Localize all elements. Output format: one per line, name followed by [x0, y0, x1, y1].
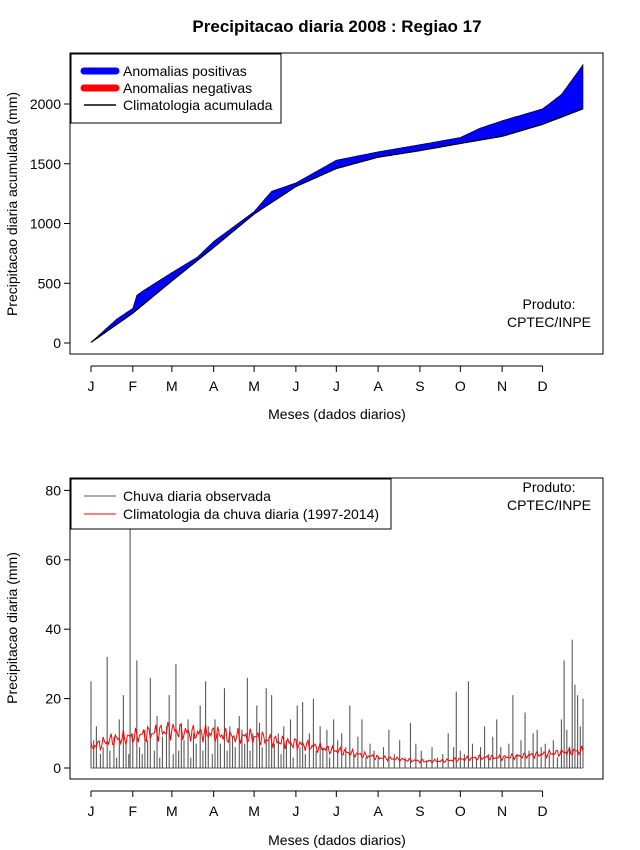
x-tick-label: J: [333, 378, 340, 394]
daily-y-axis: 0 20 40 60 80: [45, 482, 71, 776]
y-tick-label: 2000: [30, 96, 61, 112]
y-tick-label: 1500: [30, 156, 61, 172]
x-tick-label: N: [497, 378, 507, 394]
daily-panel: 0 20 40 60 80 J F M A M J J A S O N D Meses (dados diar…: [4, 477, 604, 848]
y-tick-label: 500: [38, 275, 62, 291]
x-tick-label: F: [129, 803, 138, 819]
x-tick-label: S: [415, 803, 424, 819]
y-tick-label: 0: [53, 760, 61, 776]
x-tick-label: M: [248, 803, 260, 819]
y-tick-label: 40: [45, 621, 61, 637]
y-tick-label: 20: [45, 691, 61, 707]
x-tick-label: S: [415, 378, 424, 394]
accumulated-legend: Anomalias positivas Anomalias negativas …: [70, 53, 282, 124]
y-tick-label: 0: [53, 335, 61, 351]
x-tick-label: M: [248, 378, 260, 394]
x-tick-label: O: [455, 803, 466, 819]
y-tick-label: 1000: [30, 216, 61, 232]
legend-label-positive: Anomalias positivas: [123, 63, 247, 79]
legend-box: [70, 478, 392, 530]
cumulative-climatology-line: [90, 108, 584, 343]
chart-title: Precipitacao diaria 2008 : Regiao 17: [192, 17, 481, 36]
daily-x-label: Meses (dados diarios): [268, 832, 406, 848]
credit-line2-top: CPTEC/INPE: [507, 314, 591, 330]
accumulated-y-label: Precipitacao diaria acumulada (mm): [4, 92, 20, 316]
credit-line2-bottom: CPTEC/INPE: [507, 497, 591, 513]
x-tick-label: A: [209, 378, 219, 394]
x-tick-label: A: [373, 803, 383, 819]
legend-label-climatology: Climatologia acumulada: [123, 97, 273, 113]
observed-rain-spikes: [90, 525, 584, 769]
credit-line1-top: Produto:: [523, 296, 576, 312]
x-tick-label: A: [209, 803, 219, 819]
x-tick-label: D: [537, 803, 547, 819]
x-tick-label: D: [537, 378, 547, 394]
x-tick-label: M: [166, 803, 178, 819]
x-tick-label: O: [455, 378, 466, 394]
legend-label-negative: Anomalias negativas: [123, 80, 252, 96]
legend-label-observed: Chuva diaria observada: [123, 488, 271, 504]
daily-y-label: Precipitacao diaria (mm): [4, 552, 20, 704]
legend-label-daily-climatology: Climatologia da chuva diaria (1997-2014): [123, 506, 379, 522]
daily-legend: Chuva diaria observada Climatologia da c…: [70, 478, 392, 530]
y-tick-label: 80: [45, 482, 61, 498]
credit-line1-bottom: Produto:: [523, 479, 576, 495]
accumulated-x-label: Meses (dados diarios): [268, 406, 406, 422]
x-tick-label: J: [292, 378, 299, 394]
x-tick-label: F: [129, 378, 138, 394]
x-tick-label: M: [166, 378, 178, 394]
x-tick-label: N: [497, 803, 507, 819]
x-tick-label: J: [88, 378, 95, 394]
x-tick-label: J: [292, 803, 299, 819]
x-tick-label: A: [373, 378, 383, 394]
x-tick-label: J: [88, 803, 95, 819]
x-tick-label: J: [333, 803, 340, 819]
y-tick-label: 60: [45, 552, 61, 568]
daily-climatology-line: [90, 721, 584, 764]
accumulated-panel: 0 500 1000 1500 2000 J F M A M J J A S O N D Meses (dad…: [4, 52, 604, 422]
accumulated-y-axis: 0 500 1000 1500 2000: [30, 96, 71, 351]
